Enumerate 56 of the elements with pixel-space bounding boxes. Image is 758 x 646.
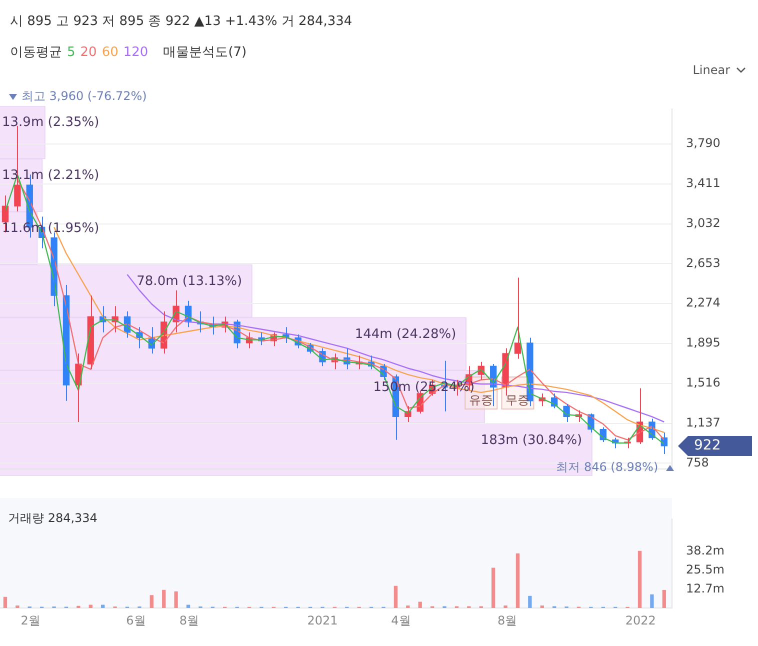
y-tick-label: 1,895 — [686, 336, 720, 350]
y-tick-label: 38.2m — [686, 544, 724, 558]
text: 20 — [80, 45, 97, 60]
x-tick-label: 8월 — [179, 613, 199, 628]
bar — [174, 591, 178, 608]
y-tick-label: 12.7m — [686, 581, 724, 596]
data-label: 13.9m (2.35%) — [2, 115, 100, 130]
bar — [504, 605, 508, 608]
legend-title: 이동평균 — [10, 45, 62, 60]
annotation: 무증 — [506, 393, 530, 408]
bar — [3, 596, 8, 608]
bar — [150, 595, 154, 608]
chart-title: 매물분석도(7) — [163, 45, 247, 60]
bar — [516, 553, 520, 608]
data-label: 78.0m (13.13%) — [136, 274, 242, 289]
text: 5 — [67, 45, 76, 60]
bar — [16, 605, 20, 608]
bar — [162, 590, 166, 608]
y-tick-label: 2,274 — [686, 296, 720, 310]
bar — [418, 602, 422, 608]
text: 120 — [123, 45, 148, 60]
text: Linear — [692, 63, 730, 77]
y-tick-label: 3,411 — [686, 176, 720, 190]
annotation: 최저 846 (8.98%) — [556, 460, 658, 474]
annotation: 유증 — [469, 393, 494, 408]
bar — [540, 605, 544, 608]
y-tick-label: 758 — [686, 455, 709, 470]
bar — [662, 590, 666, 608]
bar — [650, 594, 654, 608]
chart-title: 거래량 284,334 — [8, 510, 98, 527]
chart-title: 시 895 고 923 저 895 종 922 ▲13 +1.43% 거 284,334 — [10, 13, 352, 30]
y-tick-label: 2,653 — [686, 256, 720, 270]
text: 최고 3,960 (-76.72%) — [21, 89, 147, 104]
y-tick-label: 1,137 — [686, 415, 720, 430]
y-tick-label: 25.5m — [686, 562, 724, 576]
y-tick-label: 3,032 — [686, 216, 720, 230]
x-tick-label: 2월 — [20, 613, 40, 628]
bar — [406, 605, 410, 608]
bar — [638, 550, 642, 608]
text: 922 — [694, 438, 721, 454]
x-tick-label: 2021 — [307, 613, 338, 628]
bar — [491, 568, 496, 608]
bar — [394, 586, 398, 608]
bar — [528, 596, 532, 608]
y-tick-label: 3,790 — [686, 136, 720, 150]
bar — [88, 604, 92, 608]
data-label: 183m (30.84%) — [480, 432, 582, 448]
text: 60 — [102, 45, 118, 60]
x-tick-label: 2022 — [625, 613, 656, 628]
x-tick-label: 6월 — [126, 613, 146, 628]
x-tick-label: 8월 — [497, 613, 518, 628]
data-label: 144m (24.28%) — [354, 326, 456, 342]
bar — [186, 604, 190, 608]
bar — [101, 604, 105, 608]
x-tick-label: 4월 — [391, 613, 411, 628]
y-tick-label: 1,516 — [686, 376, 720, 390]
